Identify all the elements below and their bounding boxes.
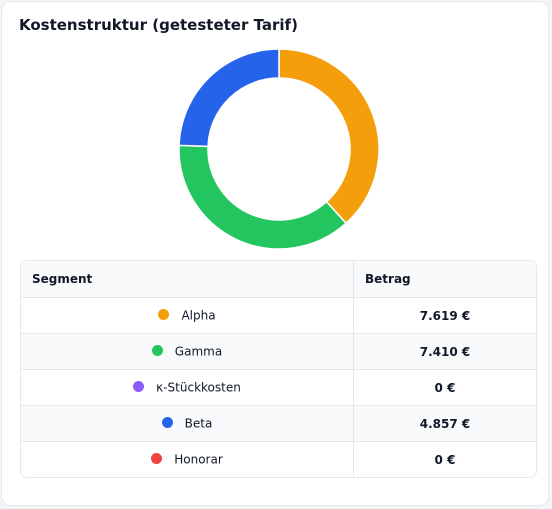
segment-cell: κ-Stückkosten <box>21 369 354 406</box>
color-dot-icon <box>151 453 163 465</box>
segment-label: Alpha <box>181 308 216 323</box>
amount-cell: 0 € <box>353 369 536 406</box>
segment-label: Honorar <box>174 452 223 467</box>
table-row: Alpha 7.619 € <box>21 297 536 334</box>
cost-table: Segment Betrag Alpha 7.619 € Gamma 7.410… <box>20 260 537 478</box>
column-header-amount: Betrag <box>353 261 536 298</box>
card-title: Kostenstruktur (getesteter Tarif) <box>19 16 298 34</box>
table-header-row: Segment Betrag <box>21 261 536 298</box>
donut-slice-gamma <box>178 144 348 250</box>
color-dot-icon <box>158 309 170 321</box>
color-dot-icon <box>161 417 173 429</box>
table-row: κ-Stückkosten 0 € <box>21 369 536 406</box>
color-dot-icon <box>133 381 145 393</box>
segment-label: κ-Stückkosten <box>156 380 241 395</box>
table-row: Beta 4.857 € <box>21 405 536 442</box>
amount-cell: 7.619 € <box>419 308 471 323</box>
table-row: Gamma 7.410 € <box>21 333 536 370</box>
cost-donut-chart <box>178 48 380 250</box>
table-row: Honorar 0 € <box>21 441 536 477</box>
amount-cell: 7.410 € <box>353 333 536 370</box>
amount-cell: 4.857 € <box>353 405 536 442</box>
segment-label: Beta <box>184 416 213 431</box>
donut-slice-beta <box>178 48 280 148</box>
segment-cell: Honorar <box>21 441 354 477</box>
segment-cell: Gamma <box>21 333 354 370</box>
segment-cell: Beta <box>21 405 354 442</box>
color-dot-icon <box>151 345 163 357</box>
amount-cell: 0 € <box>353 441 536 477</box>
column-header-segment: Segment <box>21 261 354 298</box>
donut-slice-alpha <box>278 48 380 225</box>
segment-cell: Alpha <box>21 297 354 334</box>
segment-label: Gamma <box>174 344 223 359</box>
